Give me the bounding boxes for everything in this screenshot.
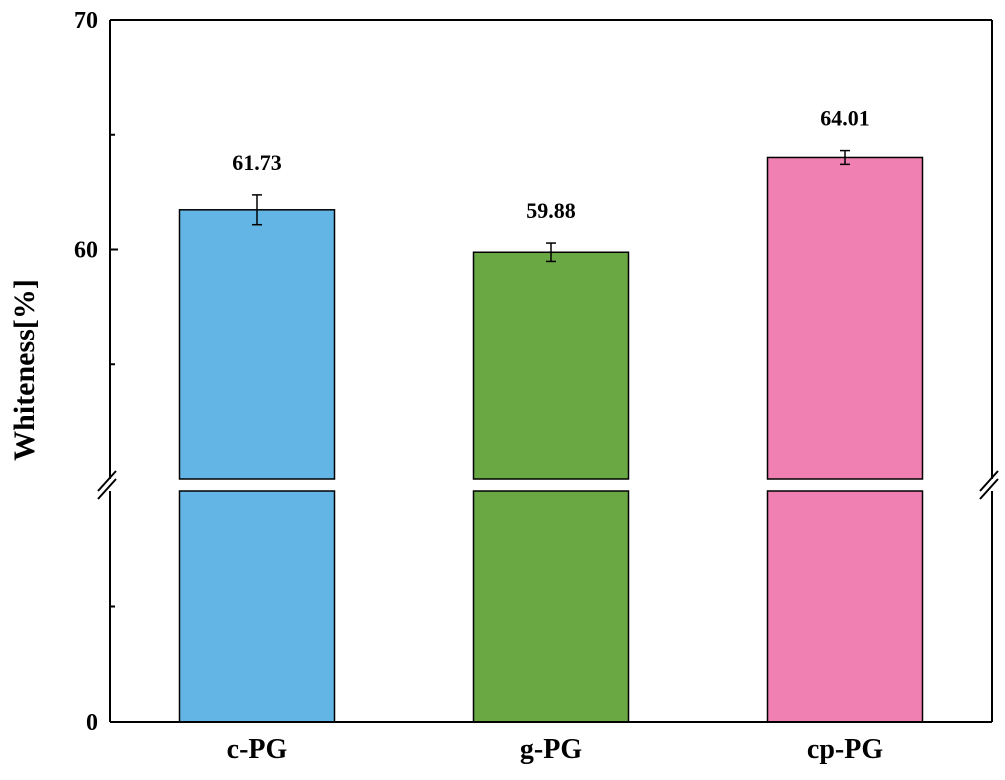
bar-c-PG-lower [178,490,336,723]
break-mark-left-2 [97,478,117,500]
x-tick-label-g-PG: g-PG [520,734,582,765]
bar-g-PG-lower [472,490,630,723]
break-mark-right-1 [979,470,999,492]
y-tick-label-0: 0 [86,710,98,736]
break-mark-left-1 [97,470,117,492]
data-label-cp-PG: 64.01 [820,106,870,131]
data-label-g-PG: 59.88 [526,198,576,223]
plot-area: 61.73 c-PG 59.88 g-PG 64.01 cp-PG 0 60 70 [74,8,1005,765]
data-label-c-PG: 61.73 [232,150,282,175]
y-tick-label-60: 60 [74,238,98,264]
break-mark-right-2 [979,478,999,500]
y-axis-title: Whiteness[%] [8,279,41,461]
x-tick-label-c-PG: c-PG [227,734,288,765]
axis-break-gap [90,480,1005,490]
bar-cp-PG-lower [766,490,924,723]
x-tick-label-cp-PG: cp-PG [807,734,883,765]
bar-g-PG-upper [472,251,630,480]
bar-cp-PG-upper [766,156,924,480]
bar-c-PG-upper [178,209,336,480]
y-tick-label-70: 70 [74,8,98,34]
